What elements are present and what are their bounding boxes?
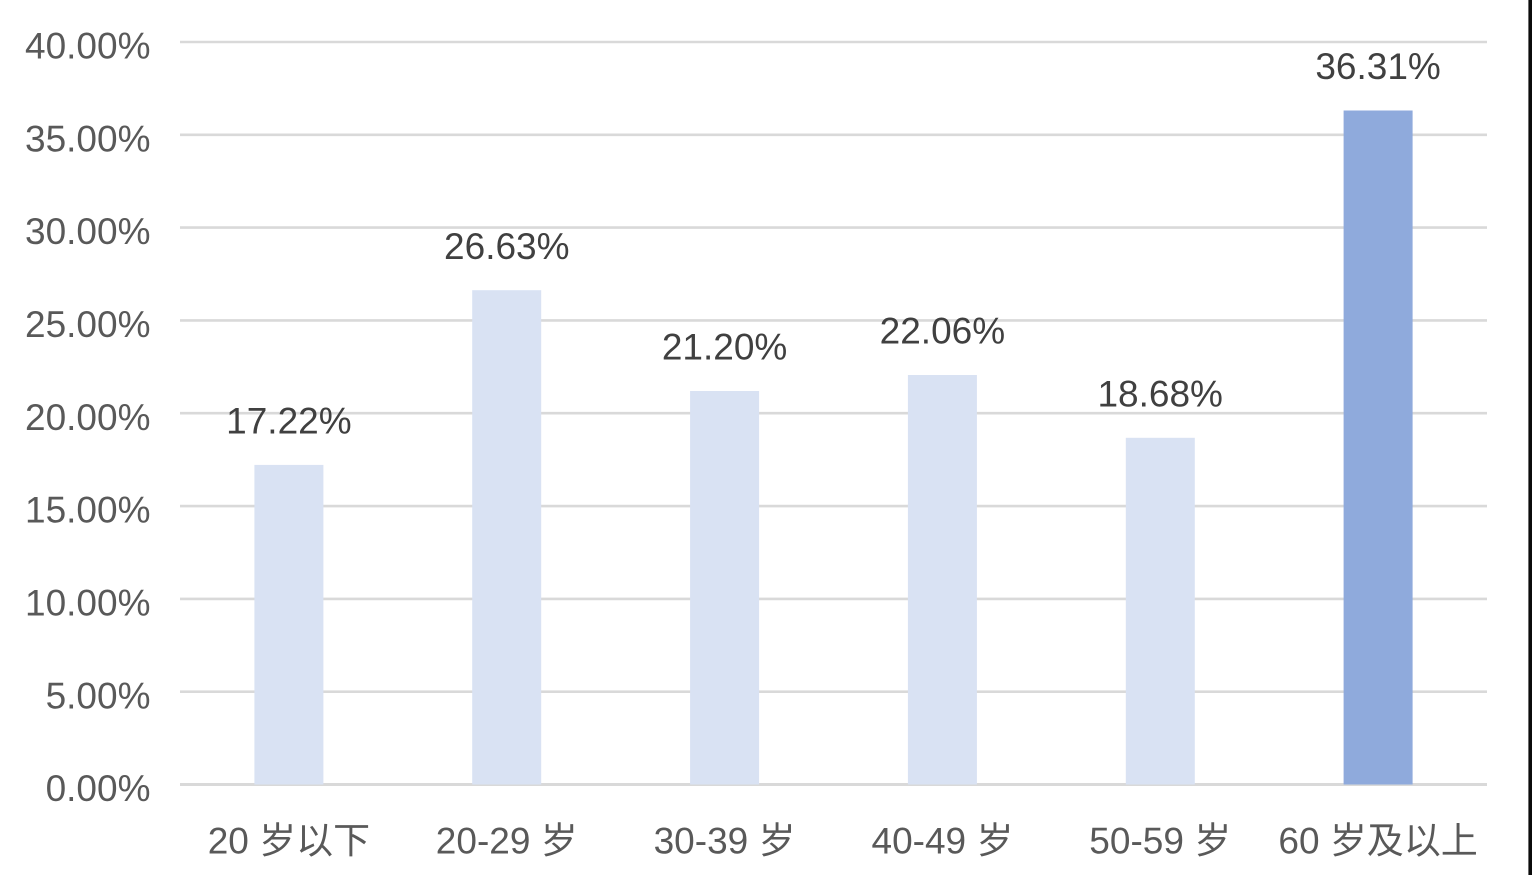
svg-text:20-29: 20-29	[436, 821, 541, 862]
svg-text:50-59: 50-59	[1089, 821, 1194, 862]
svg-text:10.00%: 10.00%	[25, 583, 151, 624]
svg-text:17.22%: 17.22%	[226, 401, 352, 442]
svg-text:35.00%: 35.00%	[25, 118, 151, 159]
svg-text:0.00%: 0.00%	[46, 768, 151, 809]
svg-text:20: 20	[208, 821, 259, 862]
svg-text:20.00%: 20.00%	[25, 397, 151, 438]
svg-text:26.63%: 26.63%	[444, 226, 570, 267]
svg-text:21.20%: 21.20%	[662, 327, 788, 368]
svg-text:36.31%: 36.31%	[1315, 46, 1441, 87]
svg-text:15.00%: 15.00%	[25, 490, 151, 531]
svg-text:5.00%: 5.00%	[46, 675, 151, 716]
svg-text:25.00%: 25.00%	[25, 304, 151, 345]
svg-text:40-49: 40-49	[872, 821, 977, 862]
svg-text:18.68%: 18.68%	[1097, 374, 1223, 415]
svg-text:40.00%: 40.00%	[25, 26, 151, 67]
svg-text:60: 60	[1278, 821, 1329, 862]
svg-text:30-39: 30-39	[654, 821, 759, 862]
svg-text:22.06%: 22.06%	[880, 311, 1006, 352]
svg-text:30.00%: 30.00%	[25, 211, 151, 252]
